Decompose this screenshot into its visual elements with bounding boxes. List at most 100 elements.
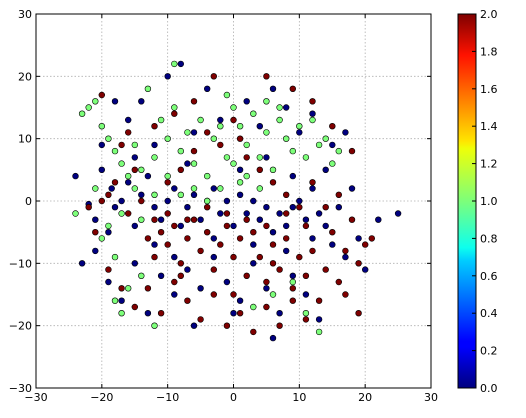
scatter-point (92, 216, 99, 223)
scatter-point (236, 310, 244, 317)
y-tick-label: 10 (18, 133, 32, 146)
x-tick-label: −30 (24, 391, 47, 404)
scatter-point (144, 235, 152, 242)
grid-lines (35, 13, 432, 389)
scatter-point (151, 216, 158, 223)
scatter-point (171, 185, 178, 192)
colorbar-tick-label: 0.0 (480, 382, 498, 395)
scatter-point (108, 185, 115, 192)
scatter-point (118, 297, 125, 304)
scatter-point (236, 191, 244, 199)
scatter-point (92, 229, 99, 236)
axis-ticks: −30 −20 −10 0 10 20 30 −30 −20 −10 0 10 20 30 (9, 8, 438, 404)
scatter-point (283, 135, 290, 142)
scatter-point (78, 110, 86, 117)
scatter-point (276, 310, 283, 317)
scatter-point (329, 122, 336, 130)
scatter-point (105, 222, 112, 230)
scatter-point (72, 210, 79, 217)
scatter-point (210, 253, 218, 261)
scatter-point (85, 104, 92, 111)
colorbar-tick-label: 1.2 (480, 158, 498, 171)
scatter-point (190, 147, 198, 155)
scatter-point (131, 166, 139, 174)
scatter-point (362, 241, 369, 248)
scatter-point (124, 172, 132, 180)
scatter-point (124, 210, 132, 217)
colorbar-tick-label: 2.0 (480, 8, 498, 21)
scatter-point (190, 322, 198, 329)
scatter-point (348, 185, 356, 192)
scatter-point (144, 85, 152, 93)
scatter-point (276, 210, 283, 217)
colorbar-tick-label: 0.4 (480, 307, 498, 320)
scatter-point (144, 285, 152, 292)
scatter-point (157, 216, 165, 223)
scatter-point (190, 185, 198, 192)
scatter-point (210, 266, 218, 273)
scatter-point (355, 310, 362, 317)
scatter-point (315, 141, 323, 149)
scatter-point (243, 216, 250, 223)
scatter-point (164, 179, 171, 186)
scatter-point (256, 166, 263, 174)
scatter-point (92, 98, 99, 105)
colorbar-tick-label: 1.8 (480, 45, 498, 58)
scatter-point (289, 172, 296, 180)
scatter-point (151, 122, 158, 130)
scatter-point (329, 141, 336, 149)
scatter-point (368, 235, 375, 242)
scatter-point (204, 197, 211, 205)
scatter-point (263, 129, 270, 136)
scatter-point (204, 129, 211, 136)
scatter-point (283, 104, 290, 111)
scatter-point (335, 278, 342, 286)
scatter-point (131, 154, 139, 161)
scatter-point (118, 160, 125, 167)
scatter-point (131, 260, 139, 267)
colorbar-tick-label: 0.8 (480, 232, 498, 245)
scatter-point (236, 122, 244, 130)
scatter-point (177, 272, 185, 279)
x-tick-label: −20 (90, 391, 113, 404)
scatter-point (171, 253, 178, 261)
scatter-point (118, 310, 125, 317)
scatter-point (124, 129, 132, 136)
scatter-point (217, 185, 224, 192)
scatter-point (269, 260, 277, 267)
scatter-point (151, 241, 158, 248)
scatter-point (164, 241, 171, 248)
x-tick-label: 0 (230, 391, 237, 404)
scatter-point (355, 235, 362, 242)
scatter-point (217, 122, 224, 130)
scatter-point (230, 310, 237, 317)
scatter-point (263, 98, 270, 105)
scatter-point (118, 210, 125, 217)
scatter-point (72, 172, 79, 180)
scatter-point (204, 229, 211, 236)
scatter-point (269, 229, 277, 236)
x-tick-label: 10 (292, 391, 306, 404)
scatter-point (256, 216, 263, 223)
scatter-point (105, 266, 112, 273)
scatter-point (269, 179, 277, 186)
scatter-point (309, 179, 316, 186)
scatter-point (375, 216, 382, 223)
scatter-point (177, 222, 185, 230)
scatter-point (223, 154, 231, 161)
scatter-point (309, 110, 316, 117)
scatter-point (138, 272, 145, 279)
scatter-point (171, 291, 178, 298)
scatter-point (118, 141, 125, 149)
scatter-point (131, 141, 139, 149)
scatter-point (111, 297, 119, 304)
scatter-point (184, 235, 191, 242)
scatter-point (223, 210, 231, 217)
scatter-point (171, 60, 178, 68)
scatter-point (296, 253, 303, 261)
scatter-point (263, 285, 270, 292)
scatter-point (342, 291, 349, 298)
scatter-point (217, 210, 224, 217)
scatter-point (151, 204, 158, 211)
